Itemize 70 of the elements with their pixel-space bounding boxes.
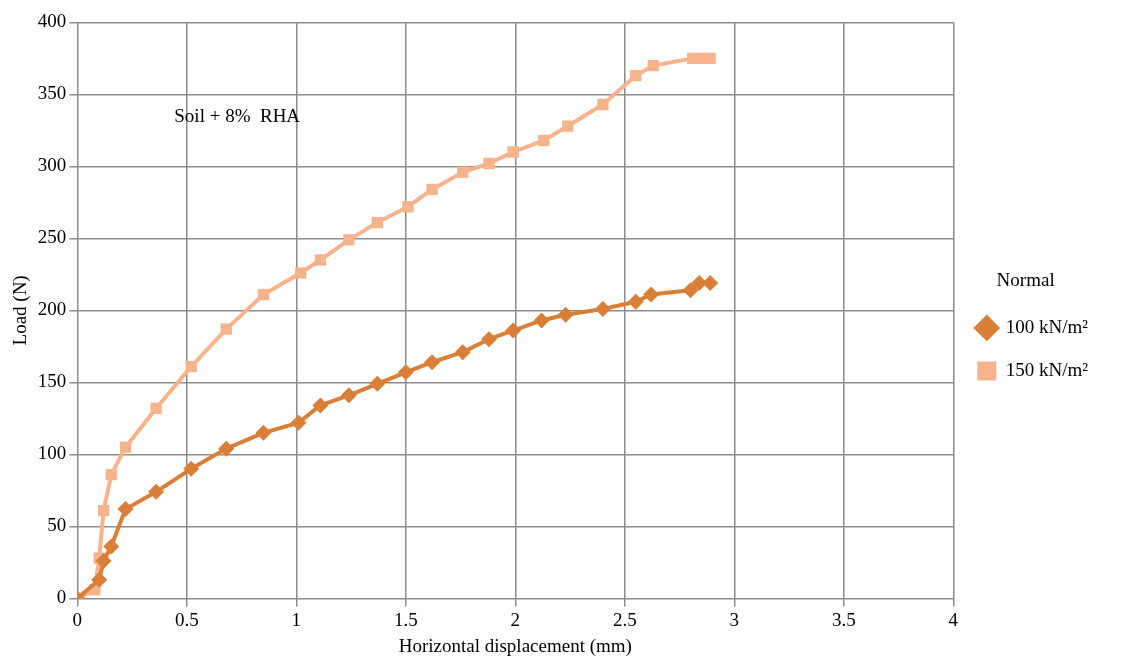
y-tick-label: 350	[37, 82, 67, 104]
point	[704, 52, 716, 65]
x-tick-label: 1.5	[393, 608, 418, 630]
point	[454, 344, 471, 361]
y-tick-label: 100	[37, 442, 67, 464]
legend-title: Normal	[996, 269, 1055, 291]
point	[702, 275, 719, 292]
point	[97, 504, 110, 517]
point	[481, 331, 498, 348]
x-tick-label: 0	[72, 608, 83, 630]
x-tick-label: 4	[948, 608, 959, 630]
point	[117, 501, 134, 518]
y-tick-label: 50	[47, 514, 67, 536]
point	[457, 166, 469, 178]
point	[290, 414, 307, 431]
point	[533, 312, 550, 329]
annotation: Soil + 8% RHA	[174, 105, 301, 127]
legend-label: 150 kN/m²	[1005, 358, 1089, 380]
point	[397, 364, 414, 381]
x-tick-label: 3	[729, 608, 740, 630]
x-tick-label: 0.5	[174, 608, 199, 630]
legend-label: 100 kN/m²	[1005, 315, 1089, 337]
x-tick-label: 1	[291, 608, 302, 630]
point	[340, 387, 357, 404]
point	[218, 440, 235, 457]
point	[105, 468, 117, 481]
point	[505, 322, 522, 339]
point	[220, 323, 232, 335]
point	[402, 201, 414, 213]
y-tick-label: 250	[37, 226, 67, 248]
point	[483, 157, 495, 170]
point	[185, 360, 197, 373]
point	[594, 300, 611, 317]
point	[257, 288, 270, 301]
x-tick-label: 3.5	[831, 608, 856, 630]
point	[119, 441, 132, 453]
point	[507, 146, 519, 158]
point	[91, 571, 108, 588]
y-axis-title: Load (N)	[9, 275, 32, 346]
point	[150, 402, 162, 414]
point	[183, 460, 200, 477]
point	[371, 216, 383, 229]
y-tick-label: 0	[56, 586, 67, 608]
x-axis-title: Horizontal displacement (mm)	[398, 634, 632, 657]
point	[597, 98, 609, 111]
point	[426, 183, 438, 196]
point	[312, 397, 329, 414]
point	[148, 483, 165, 500]
point	[295, 267, 307, 279]
point	[682, 282, 699, 299]
point	[424, 354, 441, 371]
point	[538, 134, 550, 147]
point	[343, 234, 355, 246]
point	[95, 552, 112, 569]
point	[103, 538, 120, 555]
point	[647, 59, 659, 72]
y-tick-label: 150	[37, 370, 67, 392]
point	[314, 254, 327, 266]
x-tick-label: 2	[510, 608, 521, 630]
x-tick-label: 2.5	[612, 608, 637, 630]
point	[630, 70, 642, 82]
y-tick-label: 400	[37, 10, 67, 32]
y-tick-label: 200	[37, 298, 67, 320]
point	[627, 293, 644, 310]
point	[562, 120, 574, 132]
point	[643, 286, 660, 303]
y-tick-label: 300	[37, 154, 67, 176]
point	[369, 375, 386, 392]
point	[255, 424, 272, 441]
point	[557, 306, 574, 323]
